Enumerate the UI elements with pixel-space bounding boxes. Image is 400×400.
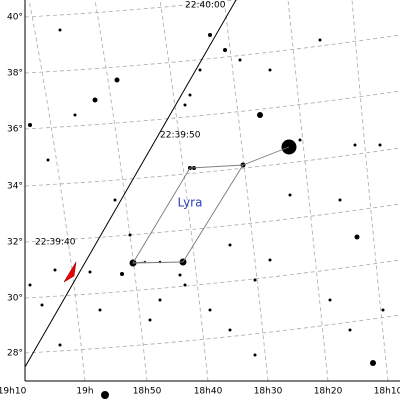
- star: [98, 308, 102, 312]
- star: [354, 234, 360, 240]
- star: [378, 143, 382, 147]
- star: [353, 143, 357, 147]
- star: [208, 33, 212, 37]
- star: [228, 243, 232, 247]
- star: [92, 97, 98, 103]
- star: [238, 58, 242, 62]
- star: [228, 328, 232, 332]
- star: [88, 270, 92, 274]
- declination-line: [24, 34, 400, 74]
- declination-line: [24, 147, 400, 187]
- star: [348, 328, 352, 332]
- star: [28, 123, 32, 127]
- lyra-line: [132, 261, 147, 264]
- track-line: [24, 0, 237, 368]
- star: [178, 273, 182, 277]
- right-ascension-label: 19h: [76, 387, 93, 397]
- declination-label: 34°: [7, 182, 23, 192]
- star: [158, 298, 162, 302]
- constellation-lines: [132, 146, 290, 264]
- star: [46, 158, 50, 162]
- star: [298, 138, 302, 142]
- star: [318, 38, 322, 42]
- star: [198, 68, 202, 72]
- right-ascension-label: 18h40: [194, 387, 223, 397]
- star: [183, 103, 187, 107]
- star: [268, 68, 272, 72]
- right-ascension-label: 18h30: [254, 387, 283, 397]
- declination-line: [24, 314, 400, 354]
- right-ascension-label: 18h10: [374, 387, 400, 397]
- position-arrow: [63, 261, 77, 283]
- star: [73, 113, 77, 117]
- track-time-label: 22:39:50: [160, 131, 201, 141]
- right-ascension-line: [94, 0, 148, 382]
- star: [338, 198, 342, 202]
- star: [253, 278, 257, 282]
- lyra-line: [242, 146, 290, 166]
- star: [268, 258, 272, 262]
- star: [114, 77, 120, 83]
- star: [58, 343, 62, 347]
- right-ascension-line: [159, 0, 209, 382]
- star: [257, 112, 263, 118]
- track-time-label: 22:39:40: [35, 238, 76, 248]
- star: [53, 268, 57, 272]
- star: [28, 283, 32, 287]
- track-time-label: 22:40:00: [185, 1, 226, 11]
- declination-label: 40°: [7, 13, 23, 23]
- declination-line: [24, 90, 400, 130]
- declination-label: 38°: [7, 69, 23, 79]
- star: [101, 391, 109, 399]
- right-ascension-line: [223, 0, 269, 382]
- declination-line: [24, 0, 239, 18]
- declination-label: 28°: [7, 349, 23, 359]
- star: [328, 298, 332, 302]
- declination-line: [24, 259, 400, 299]
- star: [253, 353, 257, 357]
- star: [120, 272, 124, 276]
- star: [288, 193, 292, 197]
- star: [148, 318, 152, 322]
- right-ascension-label: 18h20: [314, 387, 343, 397]
- star: [208, 308, 212, 312]
- star: [183, 283, 187, 287]
- star: [223, 48, 227, 52]
- star: [113, 198, 117, 202]
- right-ascension-line: [287, 0, 329, 382]
- right-ascension-line: [351, 0, 389, 382]
- declination-label: 30°: [7, 294, 23, 304]
- declination-line: [24, 203, 400, 243]
- coordinate-grid: [24, 0, 400, 382]
- right-ascension-label: 19h10: [0, 387, 27, 397]
- star: [188, 93, 192, 97]
- constellation-name: Lyra: [178, 196, 203, 210]
- star: [381, 308, 385, 312]
- right-ascension-line: [28, 0, 86, 382]
- right-ascension-label: 18h50: [133, 387, 162, 397]
- declination-label: 36°: [7, 125, 23, 135]
- declination-label: 32°: [7, 238, 23, 248]
- star: [128, 233, 132, 237]
- star: [40, 303, 44, 307]
- star: [370, 360, 376, 366]
- star: [58, 28, 62, 32]
